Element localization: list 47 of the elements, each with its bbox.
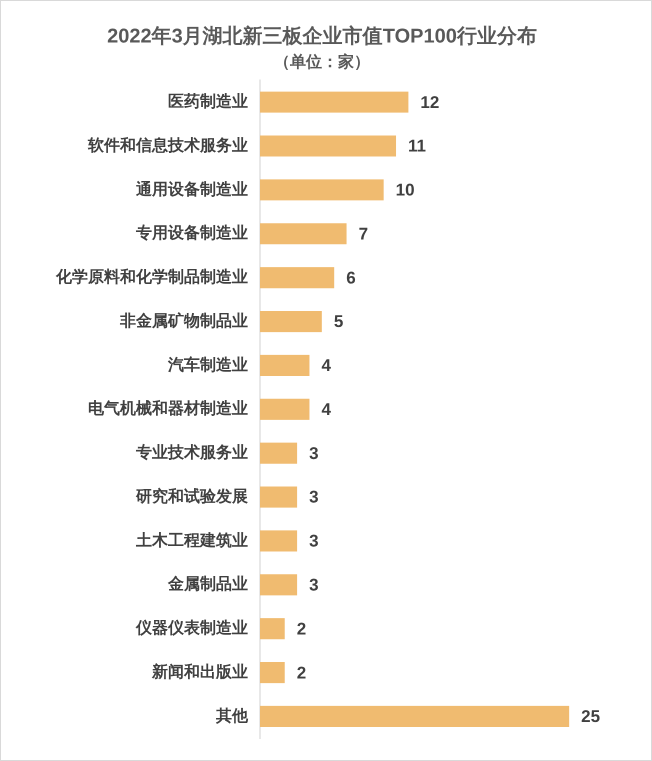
bar — [260, 311, 322, 332]
y-tick-label: 土木工程建筑业 — [135, 531, 248, 550]
data-label: 3 — [309, 444, 319, 463]
bar — [260, 223, 347, 244]
y-tick-label: 专业技术服务业 — [135, 444, 248, 462]
data-label: 6 — [346, 268, 356, 288]
bar — [260, 530, 298, 552]
y-tick-label: 汽车制造业 — [167, 356, 248, 374]
bar — [260, 135, 396, 157]
bar — [260, 486, 298, 508]
y-tick-label: 仪器仪表制造业 — [135, 619, 248, 638]
data-label: 4 — [321, 400, 332, 419]
bar — [260, 442, 298, 464]
data-label: 7 — [358, 224, 368, 244]
bar — [260, 618, 285, 640]
data-label: 3 — [309, 532, 319, 551]
bar — [260, 398, 310, 420]
bar — [260, 179, 384, 200]
y-tick-label: 电气机械和器材制造业 — [88, 400, 248, 418]
data-label: 3 — [309, 576, 319, 595]
y-tick-label: 软件和信息技术服务业 — [87, 136, 248, 154]
data-label: 12 — [420, 92, 440, 112]
y-tick-label: 其他 — [215, 706, 249, 725]
y-tick-label: 研究和试验发展 — [135, 487, 248, 506]
data-label: 5 — [334, 312, 344, 332]
bar — [260, 662, 285, 684]
y-tick-label: 医药制造业 — [168, 92, 248, 111]
y-tick-label: 新闻和出版业 — [151, 662, 248, 681]
y-tick-label: 金属制品业 — [167, 575, 248, 594]
bar — [260, 706, 570, 727]
data-label: 11 — [408, 136, 426, 156]
chart-subtitle: （单位：家） — [274, 52, 370, 72]
data-label: 10 — [396, 180, 415, 200]
bar — [260, 354, 310, 376]
bar — [260, 92, 408, 113]
bar — [260, 267, 334, 288]
chart-title: 2022年3月湖北新三板企业市值TOP100行业分布 — [107, 24, 537, 48]
data-label: 25 — [581, 707, 600, 726]
y-tick-label: 化学原料和化学制品制造业 — [55, 268, 248, 286]
data-label: 4 — [321, 356, 332, 376]
data-label: 3 — [309, 488, 319, 507]
y-tick-label: 非金属矿物制品业 — [119, 312, 248, 330]
bar — [260, 574, 298, 596]
data-label: 2 — [296, 619, 306, 638]
data-label: 2 — [296, 663, 306, 682]
y-tick-label: 通用设备制造业 — [135, 180, 248, 198]
y-tick-label: 专用设备制造业 — [135, 224, 248, 242]
